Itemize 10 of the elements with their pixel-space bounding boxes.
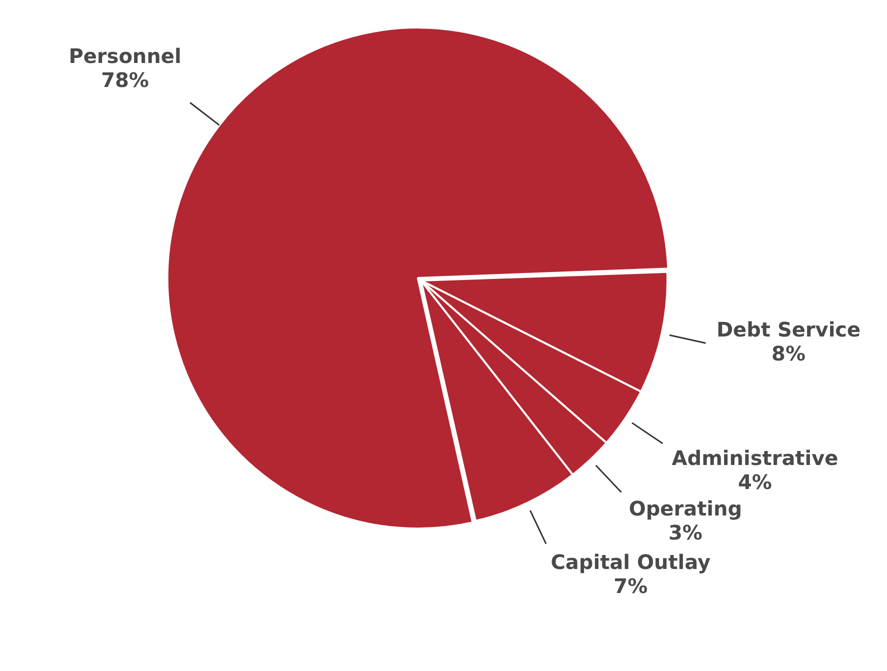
slice-label: Debt Service bbox=[716, 318, 861, 342]
slice-label: Personnel bbox=[68, 44, 182, 68]
slice-label: Operating bbox=[628, 496, 742, 520]
data-label: 7% bbox=[614, 574, 648, 598]
data-label: 3% bbox=[668, 520, 702, 544]
slice-label: Administrative bbox=[672, 446, 838, 470]
data-label: 8% bbox=[772, 342, 806, 366]
slice-label: Capital Outlay bbox=[550, 550, 711, 574]
data-label: 4% bbox=[738, 470, 772, 494]
data-label: 78% bbox=[101, 68, 149, 92]
